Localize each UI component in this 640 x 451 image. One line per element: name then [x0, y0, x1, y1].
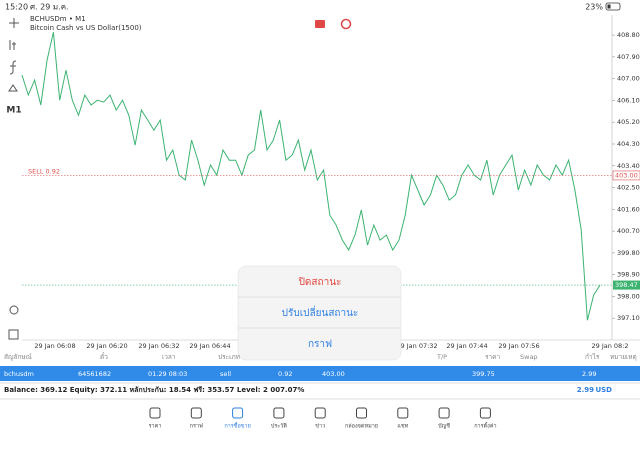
status-time: 15:20: [5, 3, 28, 12]
x-tick-label: 29 Jan 07:56: [498, 342, 539, 350]
trade-icon[interactable]: [315, 20, 325, 28]
chart-layer: 408.80 407.90 407.00 406.10 405.20 404.30 403.…: [21, 31, 640, 350]
nav-label[interactable]: กราฟ: [190, 423, 203, 430]
position-row[interactable]: [0, 366, 640, 381]
balance-summary: Balance: 369.12 Equity: 372.11 หลักประกั…: [4, 386, 304, 394]
nav-icon[interactable]: [232, 407, 244, 419]
price-line: [21, 32, 601, 321]
cell: 64561682: [78, 370, 111, 378]
left-toolbar: [8, 18, 19, 340]
nav-icon[interactable]: [479, 407, 491, 419]
nav-label[interactable]: การตั้งค่า: [474, 422, 496, 430]
bid-price-box: [613, 280, 640, 290]
nav-icon[interactable]: [190, 407, 202, 419]
popup: [237, 265, 402, 361]
column-header: กำไร: [585, 353, 600, 361]
sell-price-box: [612, 170, 640, 181]
column-header: สัญลักษณ์: [4, 353, 32, 361]
cell: 0.92: [278, 370, 292, 378]
y-tick-label: 398.90: [617, 271, 640, 279]
nav-label[interactable]: ข่าว: [315, 424, 325, 430]
y-tick-label: 406.10: [617, 96, 640, 104]
status-battery: 23%: [585, 3, 603, 12]
timeframe[interactable]: M1: [6, 106, 21, 116]
search-icon[interactable]: [9, 305, 19, 315]
column-header: ประเภท: [218, 353, 240, 361]
column-header: T/P: [436, 353, 447, 361]
nav-icon[interactable]: [438, 407, 450, 419]
chart-symbol: BCHUSDm • M1: [30, 15, 86, 23]
x-tick-label: 29 Jan 07:32: [396, 342, 437, 350]
x-tick-label: 29 Jan 06:32: [138, 342, 179, 350]
y-tick-label: 400.70: [617, 227, 640, 235]
nav-label[interactable]: แชท: [397, 423, 408, 430]
x-tick-label: 29 Jan 07:44: [446, 342, 487, 350]
battery-icon: [605, 2, 621, 11]
total-profit: 2.99: [577, 386, 594, 394]
nav-label[interactable]: กล่องจดหมาย: [345, 424, 378, 430]
cell: 403.00: [322, 370, 345, 378]
column-header: ราคา: [485, 353, 500, 361]
column-header: Swap: [520, 353, 538, 361]
column-header: หมายเหตุ: [610, 353, 637, 361]
nav-label[interactable]: การซื้อขาย: [224, 422, 250, 430]
sell-price-label: 403.00: [615, 171, 638, 179]
y-tick-label: 407.00: [617, 75, 640, 83]
x-tick-label: 29 Jan 08:2: [591, 342, 628, 350]
y-tick-label: 403.40: [617, 162, 640, 170]
cell: sell: [220, 370, 231, 378]
nav-icon[interactable]: [314, 407, 326, 419]
nav-icon[interactable]: [149, 407, 161, 419]
cell: 01.29 08:03: [148, 370, 187, 378]
y-tick-label: 397.10: [617, 314, 640, 322]
cell: bchusdm: [4, 370, 34, 378]
nav-label[interactable]: ราคา: [149, 424, 162, 430]
cell: 2.99: [582, 370, 596, 378]
x-tick-label: 29 Jan 06:44: [189, 342, 230, 350]
column-header: เวลา: [162, 353, 176, 361]
candles-icon[interactable]: [9, 40, 16, 50]
currency: USD: [595, 386, 612, 394]
y-tick-label: 408.80: [617, 31, 640, 39]
nav-icon[interactable]: [397, 407, 409, 419]
cell: 399.75: [472, 370, 495, 378]
column-header: ตั๋ว: [100, 352, 108, 361]
crosshair-icon[interactable]: [9, 18, 19, 28]
y-tick-label: 399.80: [617, 249, 640, 257]
battery-level: [607, 4, 611, 9]
new-order-icon[interactable]: [8, 329, 19, 340]
x-tick-label: 29 Jan 06:20: [86, 342, 127, 350]
indicator-icon[interactable]: [9, 60, 17, 75]
y-tick-label: 398.00: [617, 292, 640, 300]
y-tick-label: 401.60: [617, 205, 640, 213]
nav-icon[interactable]: [356, 407, 367, 419]
y-tick-label: 405.20: [617, 118, 640, 126]
y-tick-label: 407.90: [617, 53, 640, 61]
sell-label: SELL 0.92: [28, 167, 60, 175]
modify-position[interactable]: ปรับเปลี่ยนสถานะ: [282, 305, 359, 319]
y-tick-label: 404.30: [617, 140, 640, 148]
oneclick-icon[interactable]: [340, 18, 352, 30]
chart-description: Bitcoin Cash vs US Dollar(1500): [30, 24, 142, 32]
objects-icon[interactable]: [8, 84, 18, 92]
nav-label[interactable]: ประวัติ: [271, 423, 287, 430]
x-tick-label: 29 Jan 06:08: [34, 342, 75, 350]
status-date: ศ. 29 ม.ค.: [30, 3, 69, 12]
nav-label[interactable]: บัญชี: [438, 423, 450, 430]
close-position[interactable]: ปิดสถานะ: [298, 277, 341, 288]
y-tick-label: 402.50: [617, 184, 640, 192]
nav-icon[interactable]: [273, 407, 285, 419]
bid-price-label: 398.47: [615, 281, 638, 289]
chart-option[interactable]: กราฟ: [308, 339, 332, 350]
